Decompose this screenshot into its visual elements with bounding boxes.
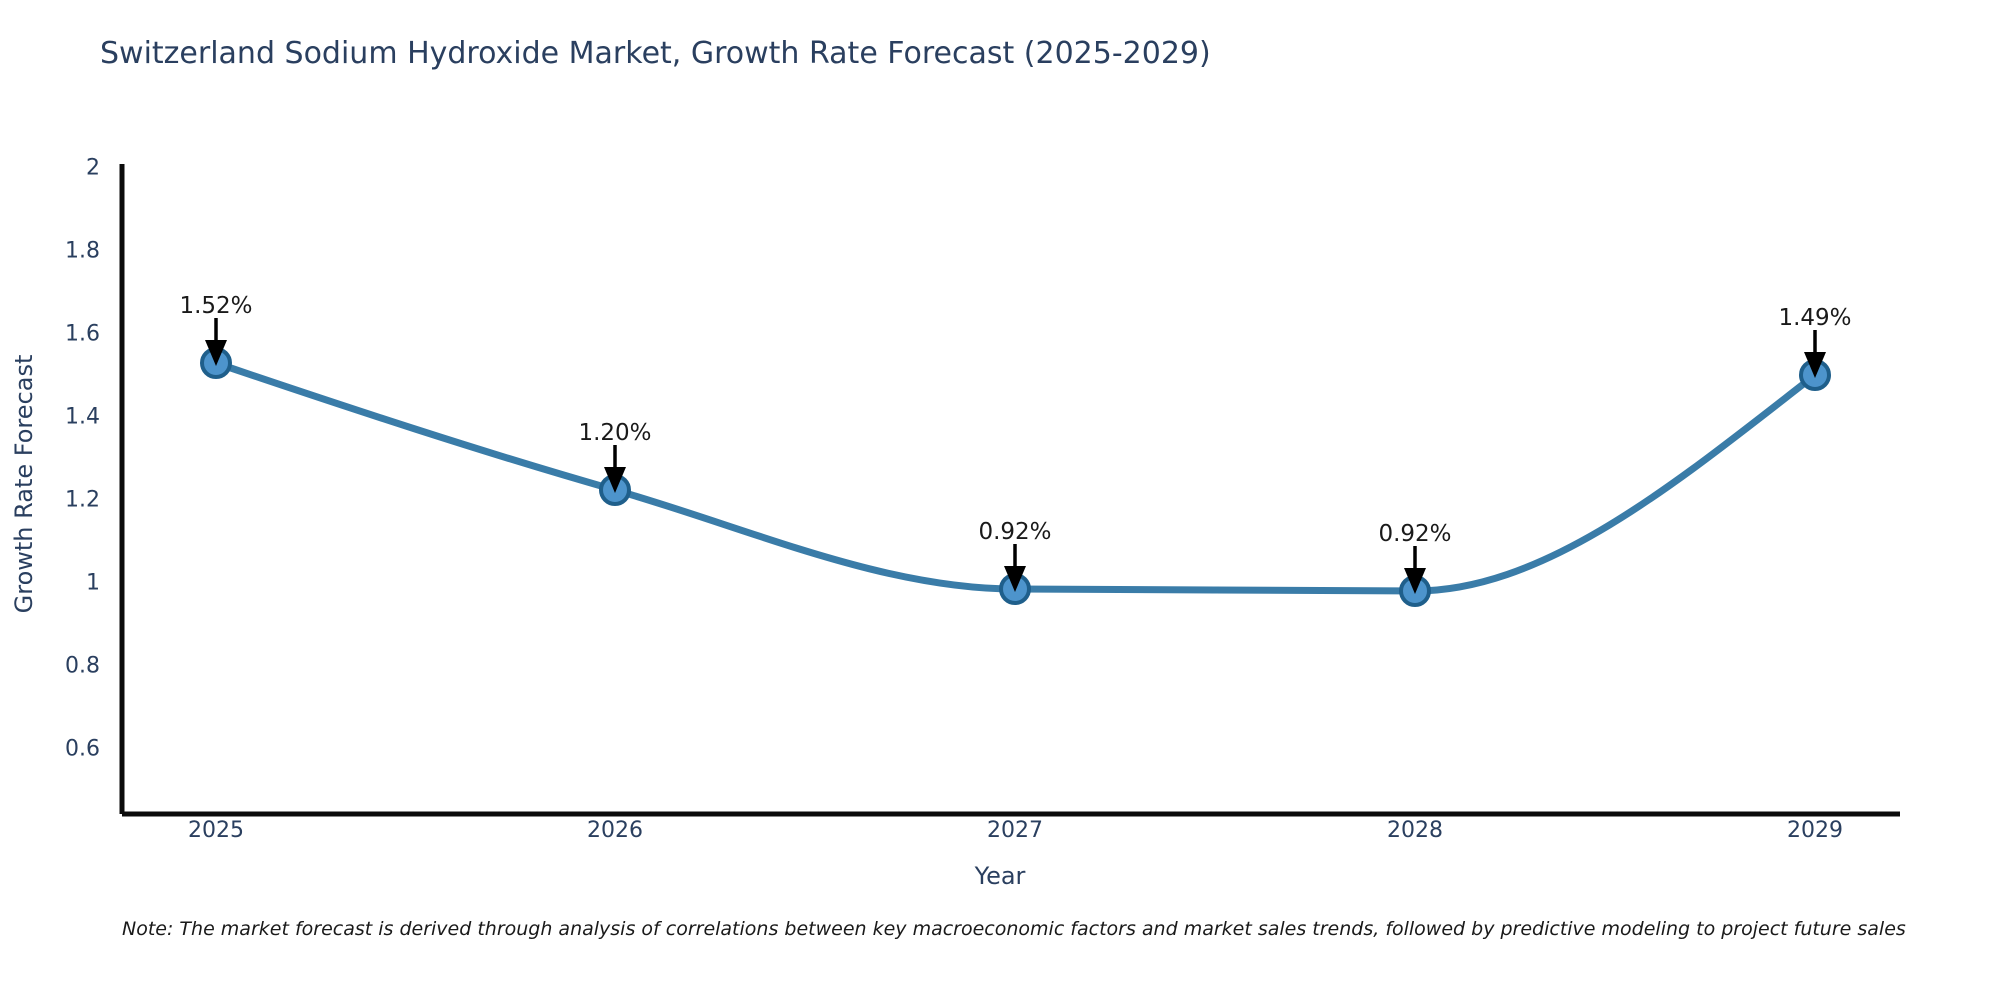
- y-tick-label: 2: [86, 155, 100, 181]
- x-tick-label: 2026: [587, 818, 643, 843]
- y-tick-label: 1: [86, 570, 100, 596]
- y-tick-label: 1.2: [65, 487, 100, 513]
- x-tick-label: 2025: [188, 818, 244, 843]
- annotation-arrow: [604, 445, 626, 493]
- data-point-label: 0.92%: [1378, 521, 1452, 547]
- y-tick-label: 1.8: [65, 238, 100, 264]
- x-tick-label: 2029: [1787, 818, 1843, 843]
- x-tick-label: 2028: [1387, 818, 1443, 843]
- y-tick-label: 1.4: [65, 404, 100, 430]
- data-point-label: 1.20%: [578, 420, 652, 446]
- annotation-arrow: [1404, 546, 1426, 594]
- data-point-label: 1.49%: [1778, 305, 1852, 331]
- x-axis-label: Year: [974, 862, 1026, 890]
- x-tick-label: 2027: [987, 818, 1043, 843]
- chart-footnote: Note: The market forecast is derived thr…: [122, 918, 1906, 940]
- annotation-arrow: [1804, 330, 1826, 378]
- y-tick-label: 0.6: [65, 736, 100, 762]
- data-point-label: 0.92%: [978, 519, 1052, 545]
- y-axis-tick-labels: 2 1.8 1.6 1.4 1.2 1 0.8 0.6: [0, 0, 100, 1000]
- data-point-label: 1.52%: [179, 293, 253, 319]
- y-tick-label: 1.6: [65, 321, 100, 347]
- annotation-arrow: [1004, 544, 1026, 592]
- y-tick-label: 0.8: [65, 653, 100, 679]
- chart-title: Switzerland Sodium Hydroxide Market, Gro…: [100, 36, 1211, 71]
- annotation-arrow: [205, 318, 227, 366]
